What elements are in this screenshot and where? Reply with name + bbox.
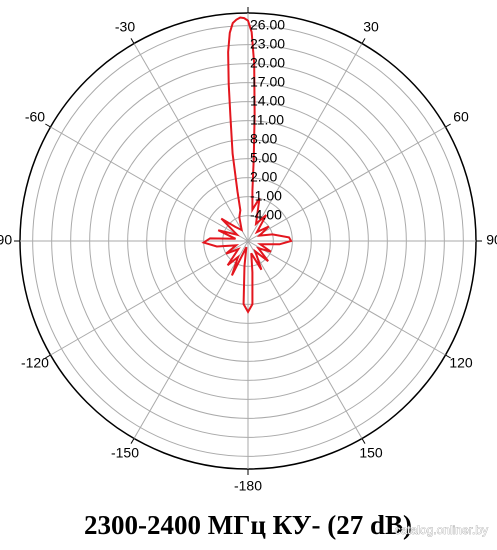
theta-tick	[130, 438, 135, 444]
r-tick-label: 11.00	[250, 111, 284, 127]
grid-spoke	[50, 126, 249, 242]
r-tick-label: 8.00	[250, 130, 277, 146]
theta-tick-label: 90	[486, 232, 497, 248]
watermark: catalog.onliner.by	[395, 523, 488, 537]
r-tick-label: 20.00	[250, 54, 285, 70]
theta-tick	[361, 38, 366, 44]
theta-tick-label: -90	[0, 232, 12, 248]
grid-spoke	[247, 240, 446, 356]
grid-spoke	[247, 126, 446, 242]
pattern-line	[201, 16, 293, 314]
r-tick-label: 5.00	[250, 149, 277, 165]
r-tick-label: 26.00	[250, 16, 285, 32]
r-tick-label: -4.00	[250, 206, 282, 222]
theta-tick-label: 150	[359, 445, 383, 461]
grid-spoke	[133, 43, 249, 242]
grid-spoke	[247, 43, 363, 242]
theta-tick	[445, 354, 451, 359]
theta-tick-label: 30	[363, 19, 379, 35]
theta-tick-label: 0	[244, 0, 252, 2]
r-tick-label: 2.00	[250, 168, 277, 184]
theta-tick	[445, 123, 451, 128]
theta-tick-label: 60	[453, 109, 469, 125]
grid-spoke	[247, 240, 363, 439]
r-tick-label: 23.00	[250, 35, 285, 51]
theta-tick	[130, 38, 135, 44]
grid-spoke	[133, 240, 249, 439]
theta-tick-label: -60	[25, 109, 45, 125]
theta-tick	[45, 123, 51, 128]
r-tick-label: 17.00	[250, 73, 285, 89]
theta-tick-label: -150	[111, 445, 139, 461]
theta-tick-label: -30	[115, 19, 135, 35]
chart-title: 2300-2400 МГц КУ- (27 dB)	[84, 510, 412, 540]
theta-tick-label: -120	[21, 355, 49, 371]
theta-tick-label: -180	[234, 478, 262, 494]
theta-tick	[45, 354, 51, 359]
r-tick-label: -1.00	[250, 187, 282, 203]
theta-tick-label: 120	[449, 355, 473, 371]
grid-spoke	[50, 240, 249, 356]
theta-tick	[361, 438, 366, 444]
r-tick-label: 14.00	[250, 92, 285, 108]
